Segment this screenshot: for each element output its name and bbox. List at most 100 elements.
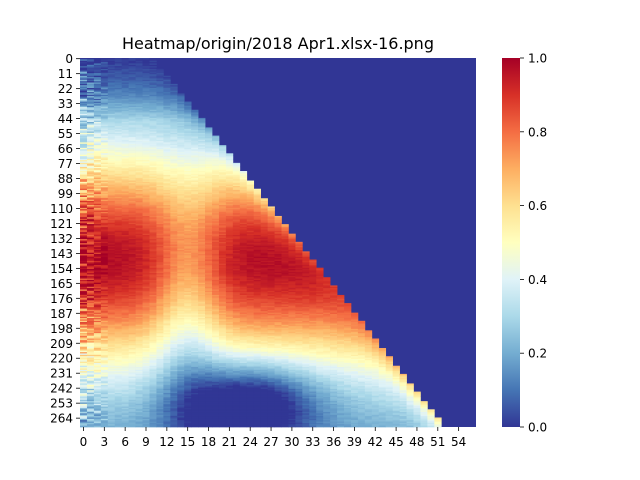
heatmap-cell	[212, 226, 220, 229]
heatmap-cell	[121, 188, 129, 191]
heatmap-cell	[93, 191, 102, 194]
heatmap-cell	[253, 264, 261, 267]
heatmap-cell	[93, 209, 102, 211]
heatmap-cell	[205, 247, 213, 249]
heatmap-cell	[135, 171, 143, 173]
heatmap-cell	[302, 304, 310, 307]
heatmap-cell	[107, 153, 116, 156]
heatmap-cell	[205, 154, 213, 157]
heatmap-cell	[274, 299, 282, 301]
heatmap-cell	[80, 289, 88, 292]
heatmap-cell	[239, 210, 248, 213]
heatmap-cell	[135, 256, 143, 259]
heatmap-cell	[93, 97, 102, 100]
heatmap-cell	[260, 294, 268, 297]
heatmap-cell	[198, 149, 206, 151]
heatmap-cell	[239, 209, 248, 211]
heatmap-cell	[309, 305, 317, 308]
heatmap-cell	[225, 200, 234, 203]
heatmap-cell	[246, 218, 255, 221]
heatmap-cell	[156, 102, 164, 105]
heatmap-cell	[205, 292, 213, 294]
heatmap-cell	[107, 120, 116, 123]
heatmap-cell	[93, 135, 102, 138]
heatmap-cell	[218, 230, 227, 233]
heatmap-cell	[135, 147, 143, 150]
heatmap-cell	[225, 192, 234, 195]
heatmap-cell	[135, 58, 143, 60]
heatmap-cell	[260, 256, 268, 259]
heatmap-cell	[177, 141, 185, 143]
heatmap-cell	[274, 304, 282, 307]
heatmap-cell	[232, 256, 241, 259]
heatmap-cell	[267, 264, 275, 267]
heatmap-cell	[107, 304, 116, 307]
heatmap-cell	[93, 74, 102, 77]
heatmap-cell	[80, 209, 88, 211]
heatmap-cell	[288, 259, 296, 262]
heatmap-cell	[135, 273, 143, 275]
heatmap-cell	[93, 108, 102, 111]
heatmap-cell	[93, 237, 102, 240]
heatmap-cell	[246, 236, 255, 239]
heatmap-cell	[149, 220, 157, 222]
heatmap-cell	[156, 183, 164, 185]
heatmap-cell	[191, 175, 199, 177]
heatmap-cell	[80, 87, 88, 90]
heatmap-cell	[177, 146, 185, 149]
heatmap-cell	[93, 169, 102, 172]
heatmap-cell	[156, 224, 164, 226]
heatmap-cell	[302, 269, 310, 271]
heatmap-cell	[232, 260, 241, 263]
heatmap-cell	[163, 164, 171, 166]
heatmap-cell	[128, 218, 136, 221]
heatmap-cell	[114, 203, 123, 206]
heatmap-cell	[225, 296, 234, 298]
heatmap-cell	[330, 303, 338, 305]
heatmap-cell	[177, 97, 185, 100]
heatmap-cell	[184, 141, 192, 143]
heatmap-cell	[274, 316, 282, 319]
heatmap-cell	[232, 313, 241, 316]
heatmap-cell	[100, 299, 109, 301]
heatmap-cell	[93, 264, 102, 267]
heatmap-cell	[316, 300, 324, 303]
heatmap-cell	[225, 220, 234, 222]
heatmap-cell	[170, 222, 178, 225]
heatmap-cell	[191, 112, 199, 115]
heatmap-cell	[170, 200, 178, 203]
heatmap-cell	[232, 248, 241, 251]
heatmap-cell	[198, 160, 206, 162]
heatmap-cell	[93, 77, 102, 79]
heatmap-cell	[121, 162, 129, 165]
heatmap-cell	[260, 299, 268, 301]
heatmap-cell	[149, 90, 157, 93]
heatmap-cell	[128, 319, 136, 322]
heatmap-cell	[337, 320, 345, 323]
heatmap-cell	[100, 188, 109, 191]
heatmap-cell	[149, 147, 157, 150]
heatmap-cell	[142, 308, 150, 311]
heatmap-cell	[198, 241, 206, 244]
heatmap-cell	[156, 83, 164, 86]
heatmap-cell	[80, 63, 88, 66]
heatmap-cell	[135, 83, 143, 86]
heatmap-cell	[135, 215, 143, 218]
heatmap-cell	[80, 236, 88, 239]
heatmap-cell	[212, 166, 220, 169]
heatmap-cell	[218, 254, 227, 256]
heatmap-cell	[191, 254, 199, 256]
heatmap-cell	[205, 134, 213, 136]
heatmap-cell	[128, 59, 136, 62]
heatmap-cell	[170, 296, 178, 298]
heatmap-cell	[156, 120, 164, 123]
heatmap-cell	[274, 296, 282, 298]
heatmap-cell	[191, 286, 199, 289]
heatmap-cell	[170, 199, 178, 202]
heatmap-cell	[93, 161, 102, 164]
heatmap-cell	[184, 139, 192, 142]
heatmap-cell	[309, 320, 317, 323]
heatmap-cell	[170, 315, 178, 318]
heatmap-cell	[205, 262, 213, 264]
heatmap-cell	[114, 318, 123, 320]
